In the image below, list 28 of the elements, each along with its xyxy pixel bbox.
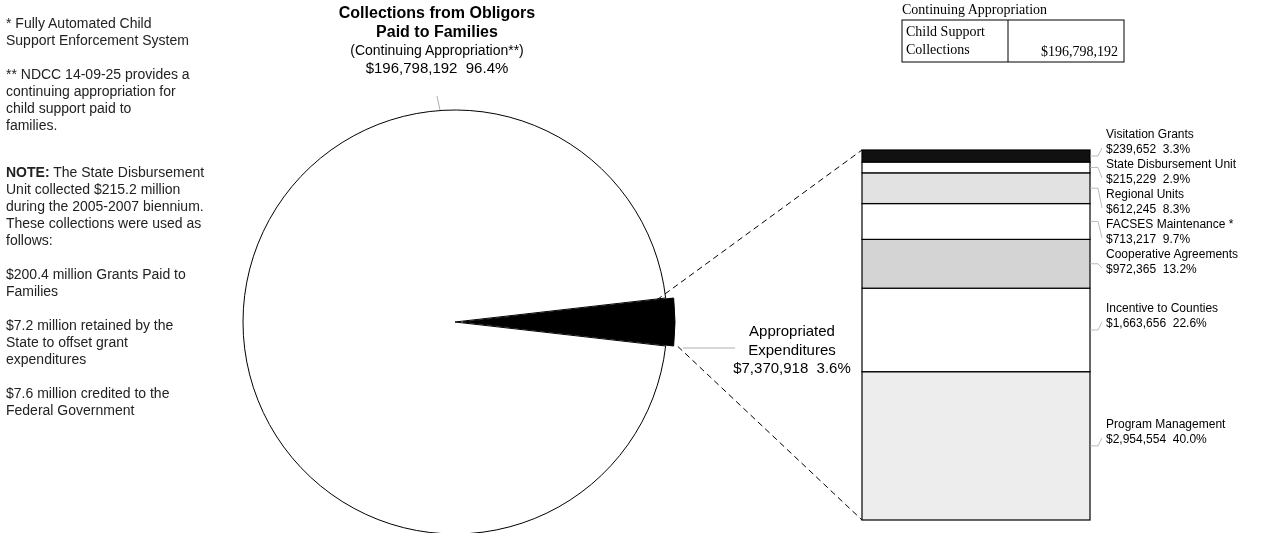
series-label: Cooperative Agreements xyxy=(1106,247,1239,262)
series-label: Program Management xyxy=(1106,416,1227,431)
series-label: State Disbursement Unit xyxy=(1106,157,1237,172)
text: $200.4 million Grants Paid to Families xyxy=(6,266,186,299)
series-label: Visitation Grants xyxy=(1106,127,1194,142)
series-label: Incentive to Counties xyxy=(1106,300,1219,315)
text: Child Support Collections xyxy=(906,24,986,57)
data-label: $7,370,918 3.6% xyxy=(733,359,851,376)
text: (Continuing Appropriation**) xyxy=(350,42,524,58)
data-label: $239,652 3.3% xyxy=(1106,142,1191,157)
text: $7.2 million retained by the State to offset grant expenditures xyxy=(6,317,174,367)
text: $7.6 million credited to the Federal Government xyxy=(6,385,170,418)
data-label: $215,229 2.9% xyxy=(1106,172,1191,187)
series-label: FACSES Maintenance * xyxy=(1106,217,1234,232)
data-label: $196,798,192 96.4% xyxy=(365,59,509,76)
text: ** NDCC 14-09-25 provides a continuing appropriation for child support paid to families. xyxy=(6,66,190,133)
text: Continuing Appropriation xyxy=(902,2,1048,17)
text: * Fully Automated Child Support Enforcement System xyxy=(6,15,189,48)
series-label: Regional Units xyxy=(1106,187,1185,202)
data-label: $612,245 8.3% xyxy=(1106,202,1191,217)
data-label: $713,217 9.7% xyxy=(1106,232,1191,247)
slice-label: Appropriated Expenditures xyxy=(748,322,836,358)
text: NOTE: The State Disbursement Unit collected $215.2 million during the 2005-2007 biennium. These collections were used as follows: xyxy=(6,164,205,248)
data-label: $2,954,554 40.0% xyxy=(1106,431,1208,446)
slice-label: Collections from Obligors Paid to Families xyxy=(338,4,536,40)
data-label: $1,663,656 22.6% xyxy=(1106,315,1208,330)
data-label: $972,365 13.2% xyxy=(1106,262,1198,277)
text: $196,798,192 xyxy=(1041,44,1118,59)
